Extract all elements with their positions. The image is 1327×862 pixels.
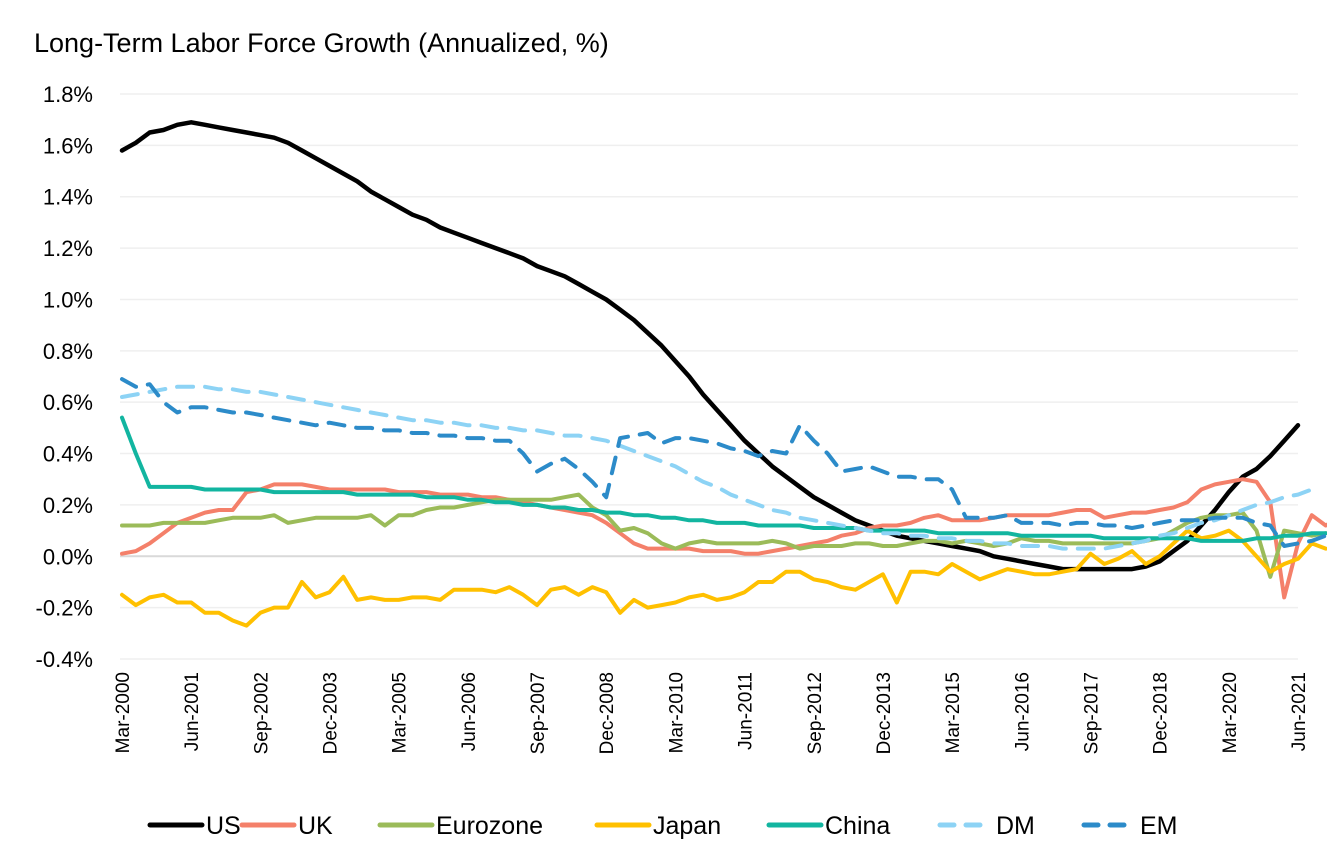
x-tick-label: Sep-2007	[528, 672, 549, 754]
series-line-eurozone	[120, 492, 1327, 579]
x-tick-label: Jun-2006	[459, 672, 480, 751]
legend-label: EM	[1140, 812, 1178, 840]
gridlines	[120, 93, 1298, 660]
legend-item-japan: Japan	[594, 812, 721, 840]
legend-label: DM	[996, 812, 1035, 840]
x-tick-label: Dec-2013	[874, 672, 895, 754]
y-tick-label: 1.6%	[43, 133, 93, 158]
series-line-em	[120, 377, 1327, 548]
y-axis-ticks: -0.4% -0.2% 0.0% 0.2% 0.4% 0.6% 0.8% 1.0% 1.2% 1.…	[36, 82, 93, 672]
x-tick-label: Sep-2002	[251, 672, 272, 754]
chart-title: Long-Term Labor Force Growth (Annualized…	[34, 28, 609, 58]
series-line-japan	[120, 528, 1327, 628]
x-tick-label: Sep-2012	[805, 672, 826, 754]
legend-item-uk: UK	[239, 812, 333, 840]
legend-label: US	[206, 812, 241, 840]
series-line-china	[120, 415, 1327, 543]
y-tick-label: 0.2%	[43, 493, 93, 518]
x-tick-label: Mar-2020	[1220, 672, 1241, 753]
y-tick-label: 0.6%	[43, 390, 93, 415]
series-lines	[119, 120, 1327, 628]
legend-item-china: China	[766, 812, 890, 840]
y-tick-label: 0.0%	[43, 544, 93, 569]
legend-item-em: EM	[1081, 812, 1178, 840]
x-axis-ticks: Mar-2000 Jun-2001 Sep-2002 Dec-2003 Mar-2005…	[113, 672, 1310, 754]
x-tick-label: Mar-2015	[943, 672, 964, 753]
legend-label: Japan	[653, 812, 721, 840]
y-tick-label: 1.4%	[43, 185, 93, 210]
legend-label: UK	[298, 812, 333, 840]
y-tick-label: 1.2%	[43, 236, 93, 261]
x-tick-label: Jun-2016	[1012, 672, 1033, 751]
x-tick-label: Sep-2017	[1081, 672, 1102, 754]
y-tick-label: -0.4%	[36, 647, 93, 672]
x-tick-label: Mar-2000	[113, 672, 134, 753]
x-tick-label: Dec-2003	[321, 672, 342, 754]
legend-item-dm: DM	[937, 812, 1035, 840]
legend-label: China	[825, 812, 890, 840]
series-line-uk	[120, 477, 1327, 600]
y-tick-label: 1.8%	[43, 82, 93, 107]
y-tick-label: 0.4%	[43, 442, 93, 467]
legend: US UK Eurozone Japan China DM EM	[147, 812, 1178, 840]
x-tick-label: Jun-2001	[182, 672, 203, 751]
x-tick-label: Mar-2005	[390, 672, 411, 753]
x-tick-label: Dec-2018	[1151, 672, 1172, 754]
series-line-dm	[120, 384, 1314, 551]
y-tick-label: 0.8%	[43, 339, 93, 364]
x-tick-label: Jun-2011	[736, 672, 757, 750]
legend-item-us: US	[147, 812, 241, 840]
series-line-us	[119, 120, 1301, 572]
x-tick-label: Mar-2010	[666, 672, 687, 753]
y-tick-label: 1.0%	[43, 287, 93, 312]
y-tick-label: -0.2%	[36, 596, 93, 621]
x-tick-label: Dec-2008	[597, 672, 618, 754]
legend-label: Eurozone	[436, 812, 543, 840]
legend-item-eurozone: Eurozone	[377, 812, 543, 840]
x-tick-label: Jun-2021	[1289, 672, 1310, 751]
